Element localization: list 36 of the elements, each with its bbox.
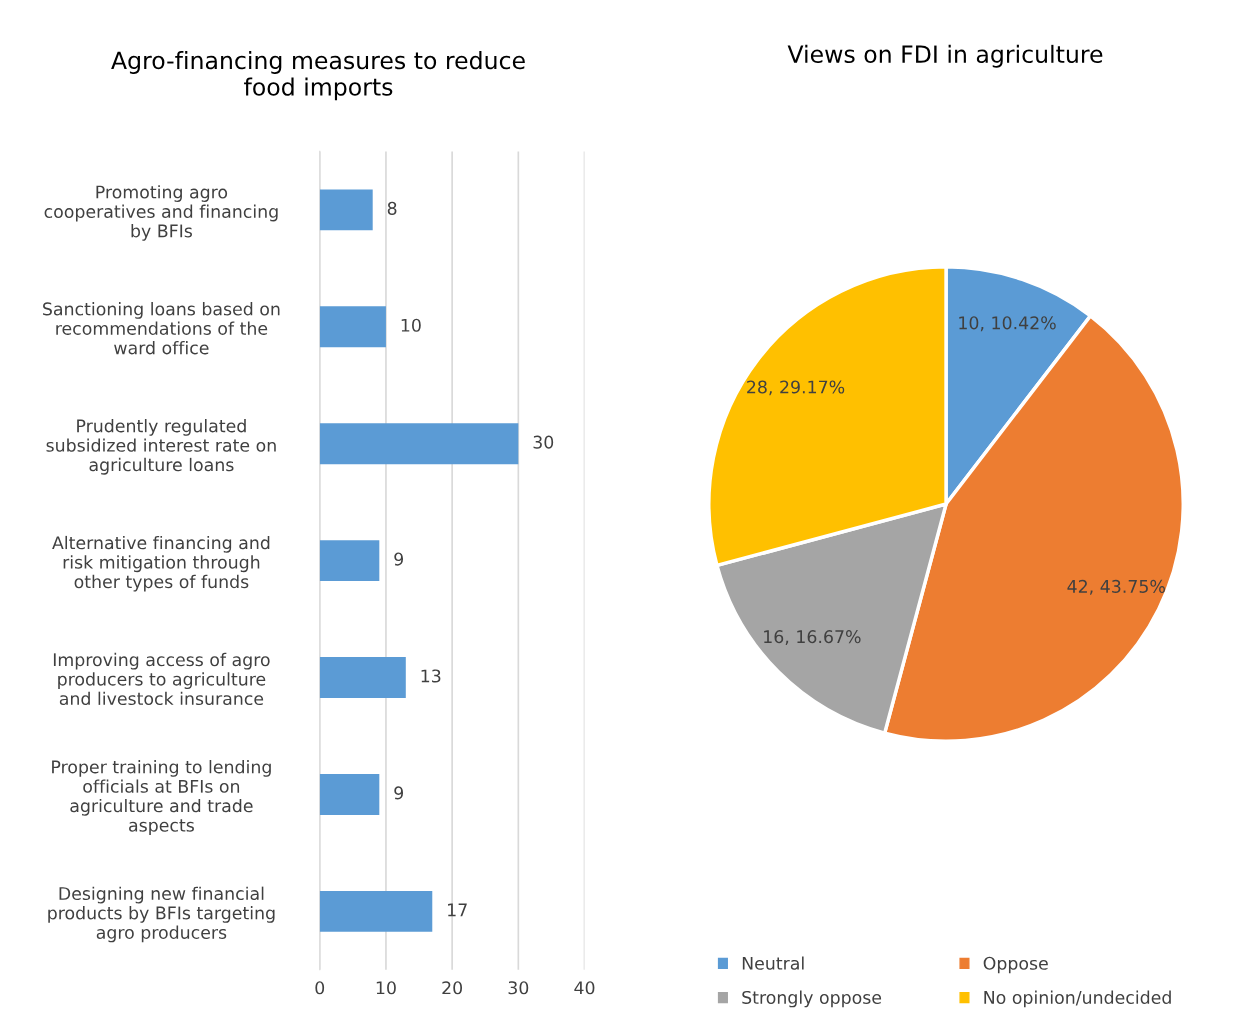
y-tick-label: Designing new financial products by BFIs targeting agro producers: [48, 886, 275, 943]
chart-title: Agro-financing measures to reduce food imports: [111, 51, 525, 101]
data-label: 30: [533, 435, 554, 449]
y-tick-label: Prudently regulated subsidized interest rate on agriculture loans: [46, 418, 276, 475]
x-tick-label: 0: [315, 981, 325, 995]
x-tick-label: 20: [442, 981, 463, 995]
bar: [319, 657, 406, 698]
bar: [319, 423, 519, 465]
bar: [319, 773, 380, 815]
y-tick-label: Alternative financing and risk mitigation through other types of funds: [52, 535, 270, 592]
data-label: 9: [394, 786, 404, 800]
x-tick-label: 30: [508, 981, 529, 995]
data-label: 13: [421, 669, 441, 683]
data-label: 10, 10.42%: [959, 316, 1056, 332]
bar: [319, 540, 380, 582]
legend-label: Neutral: [742, 956, 804, 970]
x-tick-label: 40: [574, 981, 595, 995]
data-label: 8: [387, 201, 397, 215]
chart-title: Views on FDI in agriculture: [787, 44, 1103, 68]
legend-label: No opinion/undecided: [984, 990, 1171, 1008]
y-tick-label: Improving access of agro producers to agriculture and livestock insurance: [53, 652, 270, 706]
data-label: 42, 43.75%: [1067, 579, 1165, 595]
legend-label: Strongly oppose: [742, 990, 882, 1008]
bar: [319, 306, 386, 348]
y-tick-label: Promoting agro cooperatives and financing by BFIs: [44, 185, 278, 241]
bar: [319, 189, 373, 231]
data-label: 9: [394, 552, 404, 566]
y-tick-label: Proper training to lending officials at BFIs on agriculture and trade aspects: [52, 759, 271, 836]
data-label: 28, 29.17%: [747, 380, 845, 396]
y-tick-label: Sanctioning loans based on recommendations of the ward office: [43, 302, 280, 355]
data-label: 16, 16.67%: [764, 630, 861, 646]
x-tick-label: 10: [376, 981, 396, 995]
bar: [319, 890, 433, 932]
data-label: 17: [448, 903, 467, 917]
data-label: 10: [401, 318, 421, 332]
legend-label: Oppose: [983, 956, 1048, 974]
